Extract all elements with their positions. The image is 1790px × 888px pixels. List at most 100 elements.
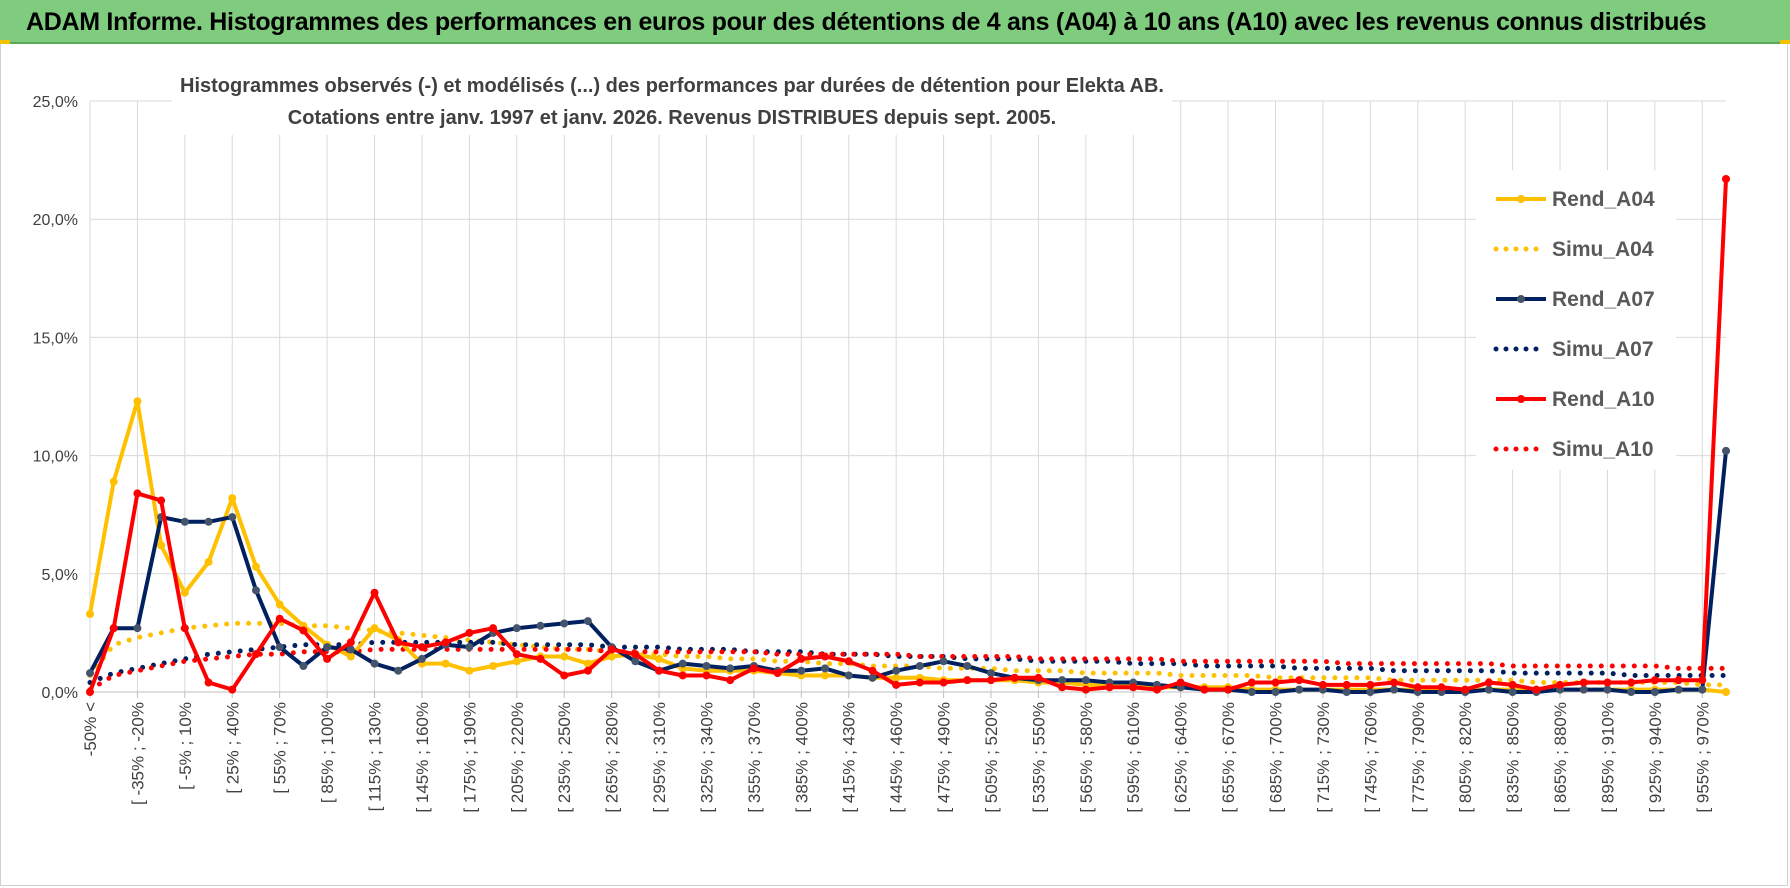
legend-backdrop <box>1476 170 1676 470</box>
data-point <box>1176 678 1185 687</box>
data-point <box>892 673 901 682</box>
data-point <box>631 650 640 659</box>
data-point <box>86 609 94 618</box>
x-tick-label: [ 265% ; 280% <box>603 702 622 813</box>
data-point <box>1295 676 1304 685</box>
data-point <box>370 624 379 633</box>
data-point <box>797 654 806 663</box>
series-rend-a07 <box>86 446 1730 696</box>
chart-title: Histogrammes observés (-) et modélisés (… <box>180 75 1164 97</box>
data-point <box>655 654 664 663</box>
data-point <box>844 671 853 680</box>
x-tick-label: [ 745% ; 760% <box>1361 702 1380 813</box>
data-point <box>1698 676 1707 685</box>
data-point <box>1532 685 1541 694</box>
data-point <box>1508 680 1517 689</box>
data-point <box>1437 683 1446 692</box>
series-line <box>87 646 1729 693</box>
x-tick-label: [ 865% ; 880% <box>1551 702 1570 813</box>
data-point <box>1390 678 1399 687</box>
data-point <box>678 659 687 668</box>
data-point <box>1342 688 1351 696</box>
data-point <box>655 666 664 675</box>
report-title: ADAM Informe. Histogrammes des performan… <box>26 8 1707 36</box>
x-tick-label: [ -35% ; -20% <box>128 702 147 805</box>
x-tick-label: [ 175% ; 190% <box>460 702 479 813</box>
x-tick-label: [ 55% ; 70% <box>271 702 290 794</box>
data-point <box>489 661 498 670</box>
legend-item-rend-a07: Rend_A07 <box>1496 288 1655 311</box>
data-point <box>986 676 995 685</box>
data-point <box>1010 673 1019 682</box>
data-point <box>986 669 995 678</box>
data-point <box>275 643 284 652</box>
data-point <box>844 657 853 666</box>
data-point <box>583 659 592 668</box>
x-tick-label: [ 295% ; 310% <box>650 702 669 813</box>
series-line <box>88 178 1728 693</box>
data-point <box>157 541 166 550</box>
data-point <box>228 494 237 503</box>
y-axis: 0,0% 5,0% 10,0% 15,0% 20,0% 25,0% <box>33 94 78 702</box>
data-point <box>678 671 687 680</box>
data-point <box>465 666 474 675</box>
legend-item-rend-a04: Rend_A04 <box>1496 188 1655 211</box>
data-point <box>346 652 355 661</box>
data-point <box>465 628 474 637</box>
legend-marker <box>1517 395 1525 403</box>
x-tick-label: [ 715% ; 730% <box>1314 702 1333 813</box>
x-tick-label: [ 445% ; 460% <box>887 702 906 813</box>
data-point <box>441 659 450 668</box>
legend-label: Rend_A07 <box>1552 288 1655 311</box>
data-point <box>275 600 284 609</box>
data-point <box>892 680 901 689</box>
data-point <box>1271 678 1280 687</box>
corner-accent-right <box>1780 40 1790 44</box>
x-tick-label: [ 685% ; 700% <box>1267 702 1286 813</box>
legend: Rend_A04 Simu_A04 Rend_A07 Simu_A07 Rend_A10… <box>1476 170 1676 470</box>
data-point <box>821 652 830 661</box>
chart-frame <box>0 44 1788 886</box>
data-point <box>323 654 332 663</box>
data-point <box>702 671 711 680</box>
data-point <box>299 626 308 635</box>
data-point <box>1722 175 1730 184</box>
data-point <box>1579 678 1588 687</box>
x-tick-label: [ 505% ; 520% <box>982 702 1001 813</box>
data-point <box>86 669 94 678</box>
data-point <box>1698 685 1707 694</box>
data-point <box>1034 673 1043 682</box>
data-point <box>228 513 237 522</box>
data-point <box>370 659 379 668</box>
series-layer <box>86 175 1730 696</box>
x-tick-label: [ 775% ; 790% <box>1409 702 1428 813</box>
data-point <box>607 652 616 661</box>
data-point <box>821 664 830 673</box>
x-tick-label: [ 595% ; 610% <box>1124 702 1143 813</box>
data-point <box>204 557 213 566</box>
data-point <box>560 619 569 628</box>
data-point <box>1650 676 1659 685</box>
x-tick-label: [ 805% ; 820% <box>1456 702 1475 813</box>
data-point <box>1247 678 1256 687</box>
legend-label: Simu_A04 <box>1552 238 1654 261</box>
y-tick-label: 10,0% <box>33 449 78 466</box>
y-tick-label: 0,0% <box>42 685 78 702</box>
data-point <box>133 624 142 633</box>
data-point <box>346 638 355 647</box>
data-point <box>133 489 142 498</box>
data-point <box>441 638 450 647</box>
data-point <box>86 688 94 696</box>
data-point <box>915 661 924 670</box>
data-point <box>1081 676 1090 685</box>
data-point <box>560 652 569 661</box>
data-point <box>1603 678 1612 687</box>
data-point <box>512 657 521 666</box>
data-point <box>1366 680 1375 689</box>
data-point <box>228 685 237 694</box>
series-line <box>88 450 1728 694</box>
data-point <box>1366 688 1375 696</box>
data-point <box>394 638 403 647</box>
x-tick-label: [ 115% ; 130% <box>366 702 385 811</box>
data-point <box>1603 685 1612 694</box>
